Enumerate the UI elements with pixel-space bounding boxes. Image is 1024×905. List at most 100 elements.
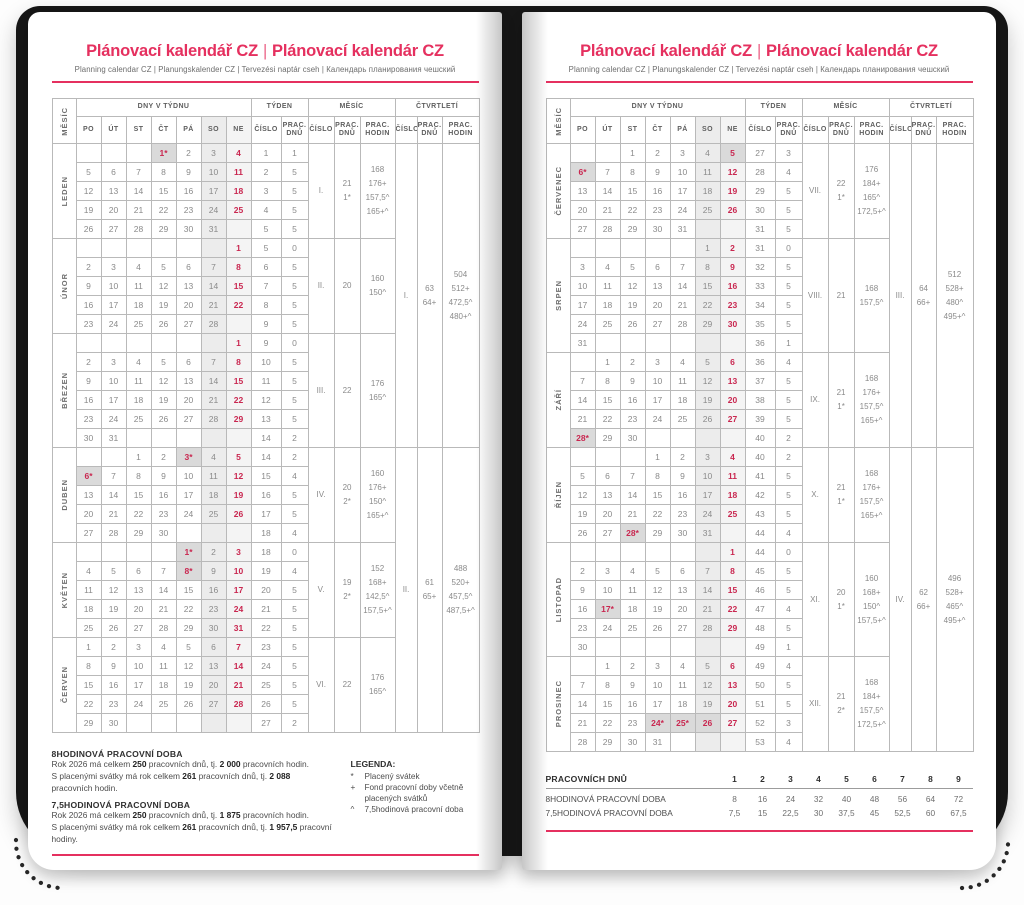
day-cell bbox=[669, 428, 696, 448]
stat-line: 19 bbox=[342, 578, 352, 587]
stat-line: 21 bbox=[836, 483, 846, 492]
day-cell bbox=[669, 238, 696, 258]
working-time-line: Rok 2026 má celkem 250 pracovních dnů, t… bbox=[51, 810, 310, 821]
day-cell: 22 bbox=[719, 599, 746, 619]
day-cell bbox=[644, 637, 671, 657]
day-cell: 22 bbox=[150, 200, 177, 220]
day-cell: 12 bbox=[569, 485, 596, 505]
day-cell bbox=[569, 238, 596, 258]
day-cell bbox=[594, 447, 621, 467]
day-cell: 4 bbox=[719, 447, 746, 467]
day-cell: 3* bbox=[175, 447, 202, 467]
day-cell: 25 bbox=[75, 618, 102, 638]
day-cell: 14 bbox=[200, 371, 227, 391]
week-row: 3 4 5 6 7 8 9 32 5 bbox=[546, 257, 973, 277]
week-row: 28 29 30 31 53 4 bbox=[546, 732, 973, 752]
week-workdays-cell: 5 bbox=[280, 485, 309, 505]
column-header-stat: ČÍSLO bbox=[307, 116, 335, 144]
week-number-cell: 14 bbox=[250, 447, 282, 467]
stat-line: 184+ bbox=[862, 692, 881, 701]
stat-line: 21 bbox=[836, 692, 846, 701]
working-days-value: 52,5 bbox=[894, 808, 911, 819]
working-days-value: 56 bbox=[897, 794, 908, 805]
day-cell bbox=[225, 428, 252, 448]
day-cell: 5 bbox=[150, 257, 177, 277]
week-workdays-cell: 5 bbox=[280, 409, 309, 429]
day-cell bbox=[719, 219, 746, 239]
week-workdays-cell: 5 bbox=[774, 276, 803, 296]
stat-line: DNŮ bbox=[421, 130, 438, 137]
day-cell: 15 bbox=[125, 485, 152, 505]
day-cell: 9 bbox=[619, 675, 646, 695]
day-cell: 7 bbox=[125, 162, 152, 182]
day-cell: 28 bbox=[669, 314, 696, 334]
week-workdays-cell: 0 bbox=[774, 542, 803, 562]
week-number-cell: 36 bbox=[744, 333, 776, 353]
week-number-cell: 48 bbox=[744, 618, 776, 638]
stat-line: 465^ bbox=[945, 601, 964, 611]
day-cell: 6 bbox=[100, 162, 127, 182]
day-cell: 18 bbox=[75, 599, 102, 619]
month-name-label: ČERVENEC bbox=[545, 143, 571, 239]
week-number-cell: 43 bbox=[744, 504, 776, 524]
week-row: 16 17 18 19 20 21 22 12 5 bbox=[52, 390, 479, 410]
day-cell: 2 bbox=[619, 352, 646, 372]
month-number-cell: XI. bbox=[801, 542, 829, 657]
day-cell: 5 bbox=[175, 637, 202, 657]
day-cell: 2 bbox=[644, 143, 671, 163]
day-cell: 31 bbox=[669, 219, 696, 239]
month-workdays-cell: 21 1* bbox=[827, 352, 855, 448]
month-number-cell: IV. bbox=[307, 447, 335, 543]
day-cell bbox=[225, 314, 252, 334]
day-cell: 18 bbox=[125, 295, 152, 315]
day-cell: 12 bbox=[694, 675, 721, 695]
month-hours-cell: 176 165^ bbox=[359, 333, 396, 448]
day-cell: 31 bbox=[569, 333, 596, 353]
day-cell: 14 bbox=[569, 694, 596, 714]
week-row: 23 24 25 26 27 28 29 13 5 bbox=[52, 409, 479, 429]
day-cell: 20 bbox=[75, 504, 102, 524]
column-header-day-so: SO bbox=[200, 116, 227, 144]
week-number-cell: 15 bbox=[250, 466, 282, 486]
column-header-stat: PRAC. HODIN bbox=[441, 116, 480, 144]
day-cell: 22 bbox=[225, 390, 252, 410]
stat-line: 152 bbox=[370, 564, 385, 573]
week-row: 21 22 23 24* 25* 26 27 52 3 bbox=[546, 713, 973, 733]
day-cell: 18 bbox=[719, 485, 746, 505]
day-cell: 17 bbox=[175, 485, 202, 505]
day-cell: 1 bbox=[644, 447, 671, 467]
week-number-cell: 38 bbox=[744, 390, 776, 410]
week-row: 22 23 24 25 26 27 28 26 5 bbox=[52, 694, 479, 714]
month-name-label: PROSINEC bbox=[545, 656, 571, 752]
day-cell: 1 bbox=[125, 447, 152, 467]
day-cell: 7 bbox=[694, 561, 721, 581]
week-row: DUBEN 1 2 3* 4 5 14 2 IV. 20 2* 160 176+ 150^ 165+^ II.… bbox=[51, 447, 480, 733]
week-workdays-cell: 2 bbox=[280, 447, 309, 467]
stat-line: 168 bbox=[864, 469, 879, 478]
week-number-cell: 10 bbox=[250, 352, 282, 372]
day-cell: 21 bbox=[225, 675, 252, 695]
day-cell: 2 bbox=[175, 143, 202, 163]
week-workdays-cell: 5 bbox=[280, 675, 309, 695]
stat-line: PRAC. bbox=[417, 121, 442, 129]
week-number-cell: 34 bbox=[744, 295, 776, 315]
stat-line: 21 bbox=[342, 179, 352, 188]
week-number-cell: 11 bbox=[250, 371, 282, 391]
day-cell bbox=[125, 713, 152, 733]
stat-line: DNŮ bbox=[338, 130, 356, 137]
day-cell: 27 bbox=[125, 618, 152, 638]
working-days-col-header: 8 bbox=[928, 774, 933, 784]
week-row: 29 30 27 2 bbox=[52, 713, 479, 733]
stat-line: 64 bbox=[919, 283, 928, 293]
stat-line: 160 bbox=[864, 573, 879, 583]
week-workdays-cell: 4 bbox=[280, 466, 309, 486]
day-cell: 9 bbox=[200, 561, 227, 581]
day-cell bbox=[694, 732, 721, 752]
day-cell bbox=[594, 637, 621, 657]
day-cell: 28 bbox=[125, 219, 152, 239]
working-time-line: S placenými svátky má rok celkem 261 pra… bbox=[51, 822, 332, 844]
day-cell: 23 bbox=[100, 694, 127, 714]
day-cell: 5 bbox=[619, 257, 646, 277]
day-cell: 10 bbox=[100, 276, 127, 296]
column-header-day-st: ST bbox=[619, 116, 646, 144]
